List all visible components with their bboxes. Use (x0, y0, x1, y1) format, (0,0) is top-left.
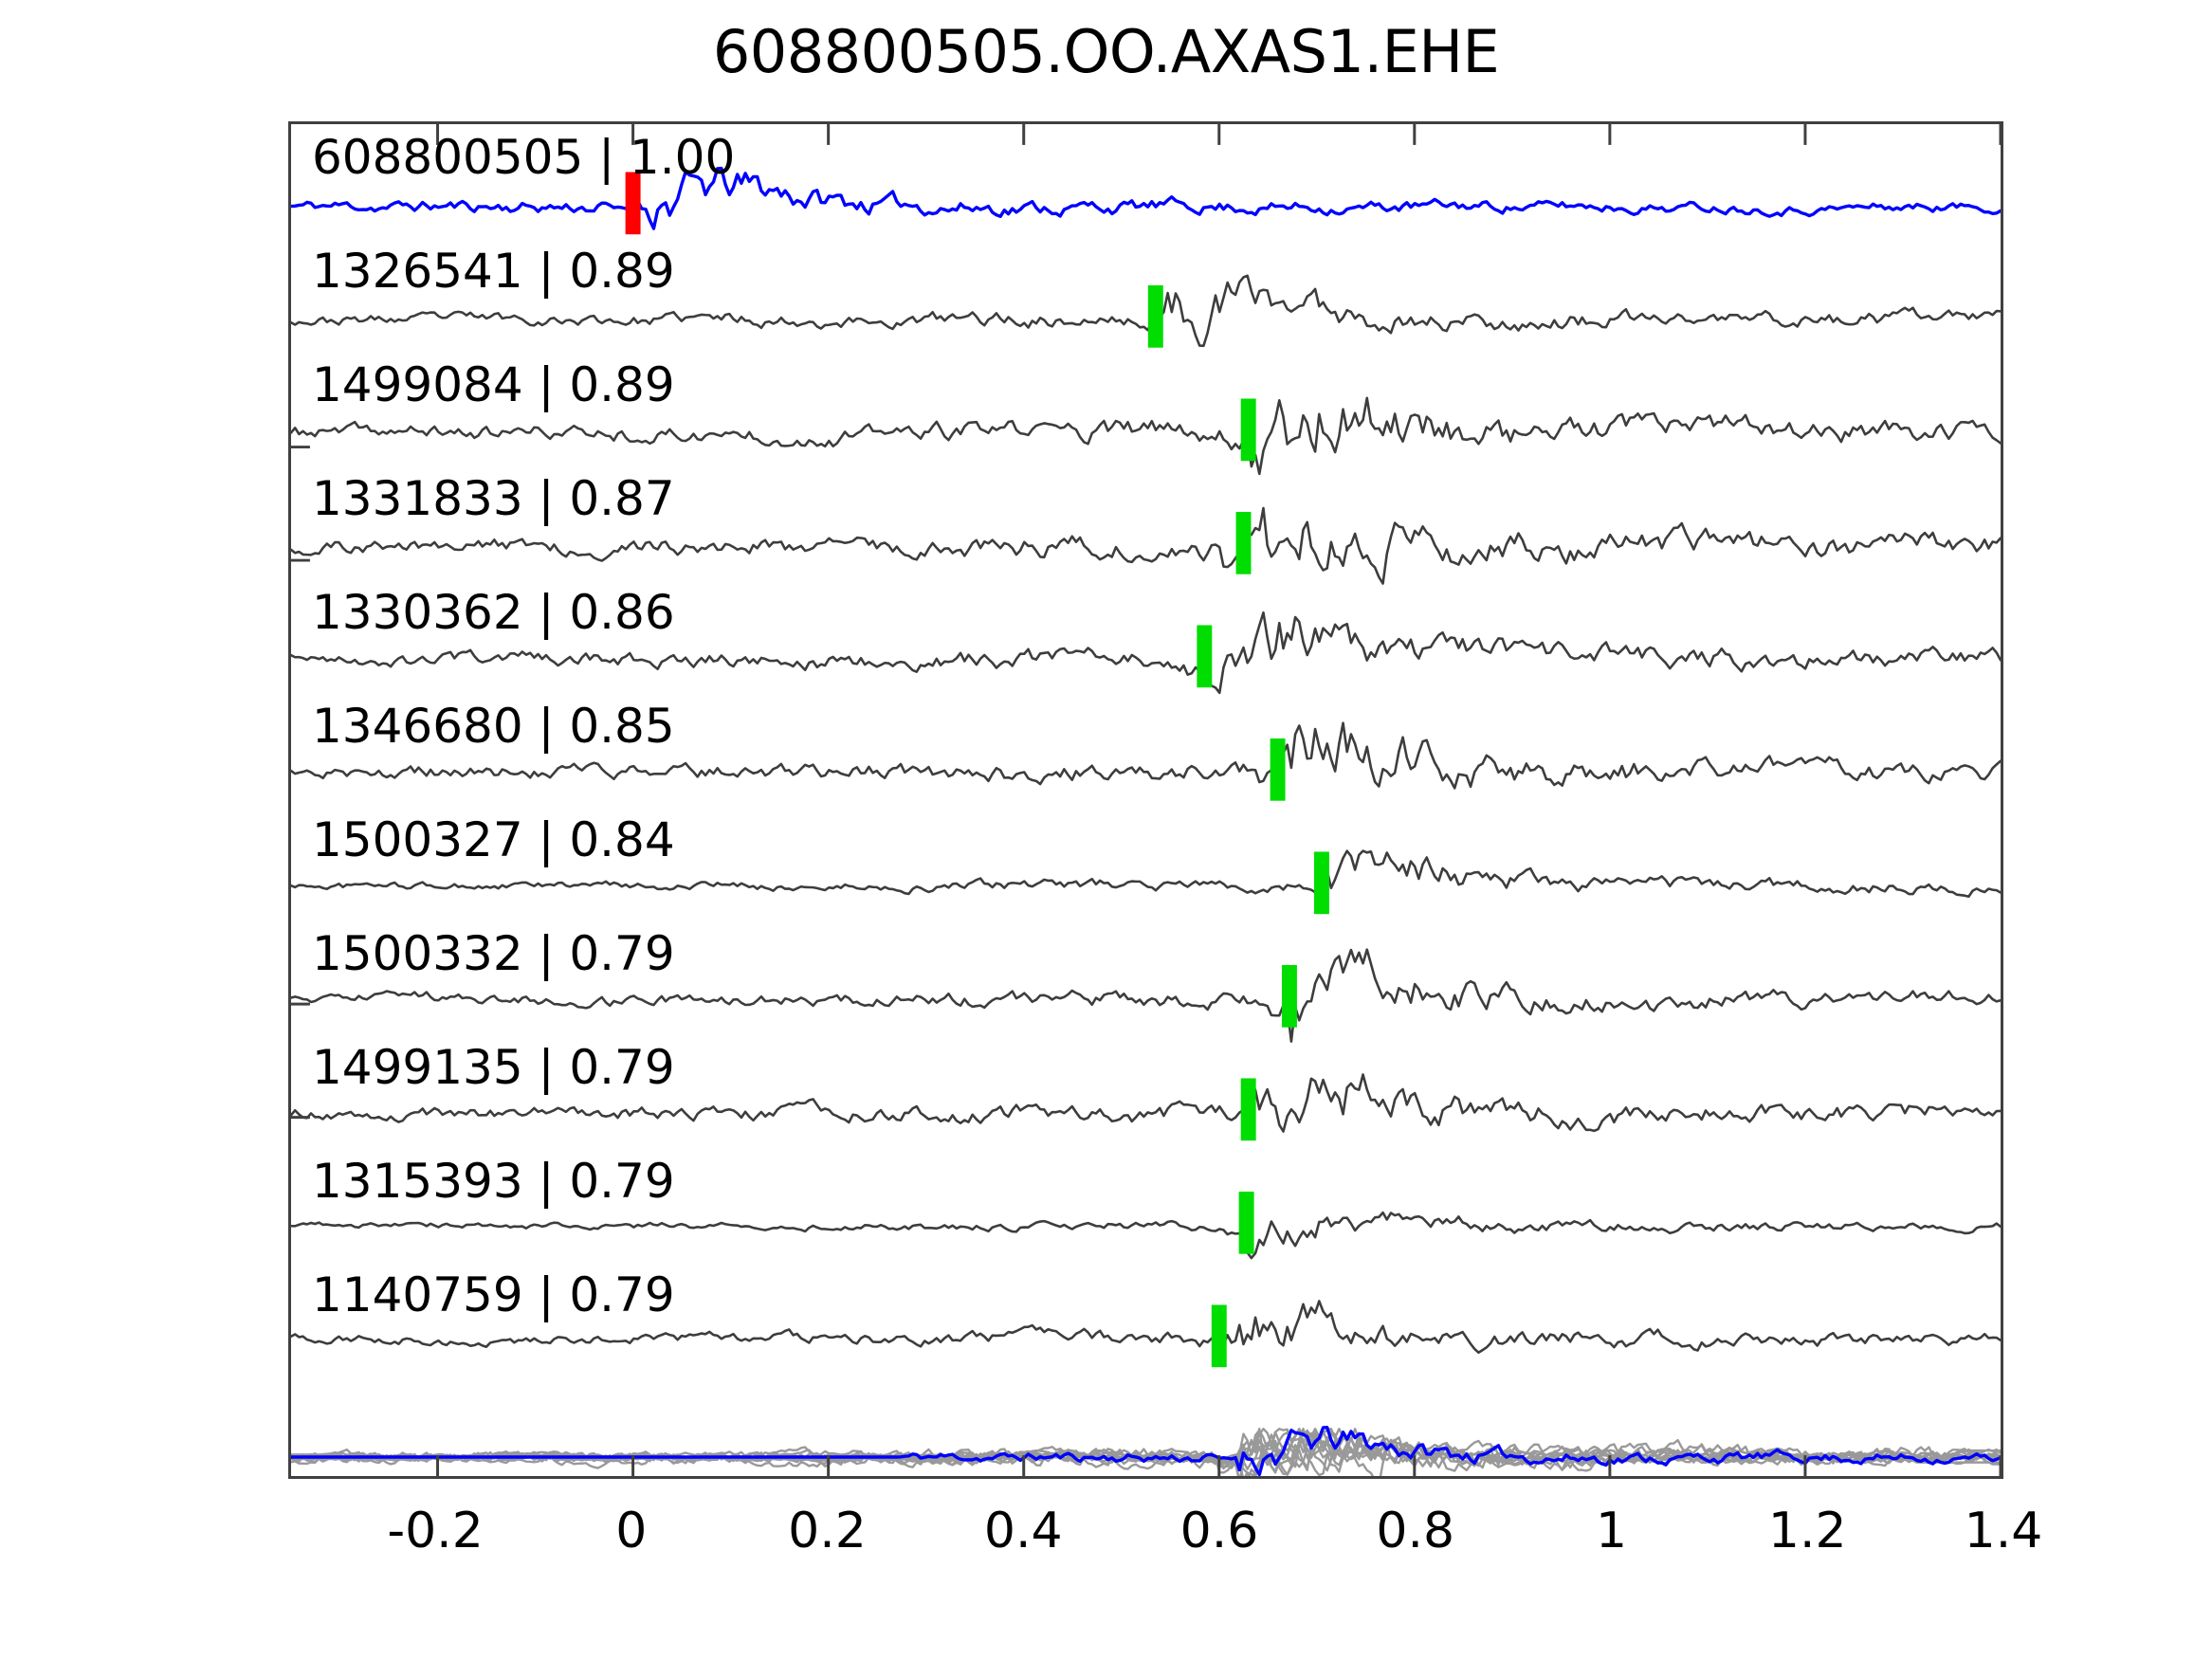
match-pick-marker (1240, 1078, 1256, 1141)
overlay-template-trace (291, 1426, 2001, 1476)
waveform-trace (291, 1300, 2001, 1355)
x-tick-label: 1.4 (1964, 1503, 2043, 1559)
x-tick-label: 1 (1595, 1503, 1628, 1559)
waveform-trace (291, 1073, 2001, 1133)
waveform-canvas (291, 124, 2001, 1476)
waveform-trace (291, 1211, 2001, 1260)
x-tick-label: 1.2 (1767, 1503, 1847, 1559)
x-tick-label: 0.2 (788, 1503, 867, 1559)
pick-markers-group (625, 172, 1329, 1368)
waveform-trace (291, 166, 2001, 230)
match-pick-marker (1147, 284, 1163, 348)
waveform-trace (291, 611, 2001, 695)
waveform-trace (291, 274, 2001, 348)
waveform-trace (291, 948, 2001, 1043)
x-tick-label: 0.4 (983, 1503, 1063, 1559)
match-pick-marker (1197, 625, 1213, 688)
match-pick-marker (1281, 964, 1297, 1028)
template-pick-marker (625, 172, 641, 235)
overlay-trace (291, 1428, 2001, 1476)
x-tick-label: -0.2 (387, 1503, 484, 1559)
waveform-trace (291, 721, 2001, 790)
traces-group (291, 166, 2001, 1476)
waveform-trace (291, 849, 2001, 899)
x-tick-label: 0.8 (1376, 1503, 1455, 1559)
waveform-trace (291, 506, 2001, 585)
match-pick-marker (1211, 1304, 1227, 1368)
match-pick-marker (1238, 1191, 1254, 1254)
match-pick-marker (1235, 511, 1252, 574)
x-tick-label: 0 (615, 1503, 648, 1559)
waveform-trace (291, 396, 2001, 476)
x-axis-tick-labels: -0.2 0 0.2 0.4 0.6 0.8 1 1.2 1.4 (0, 1503, 2212, 1578)
overlay-trace (291, 1428, 2001, 1473)
match-pick-marker (1313, 851, 1329, 915)
match-pick-marker (1240, 398, 1256, 462)
page-title: 608800505.OO.AXAS1.EHE (712, 17, 1500, 86)
x-tick-label: 0.6 (1179, 1503, 1259, 1559)
match-pick-marker (1270, 738, 1286, 801)
plot-area (288, 121, 2003, 1479)
axis-ticks-group (291, 124, 2001, 1476)
